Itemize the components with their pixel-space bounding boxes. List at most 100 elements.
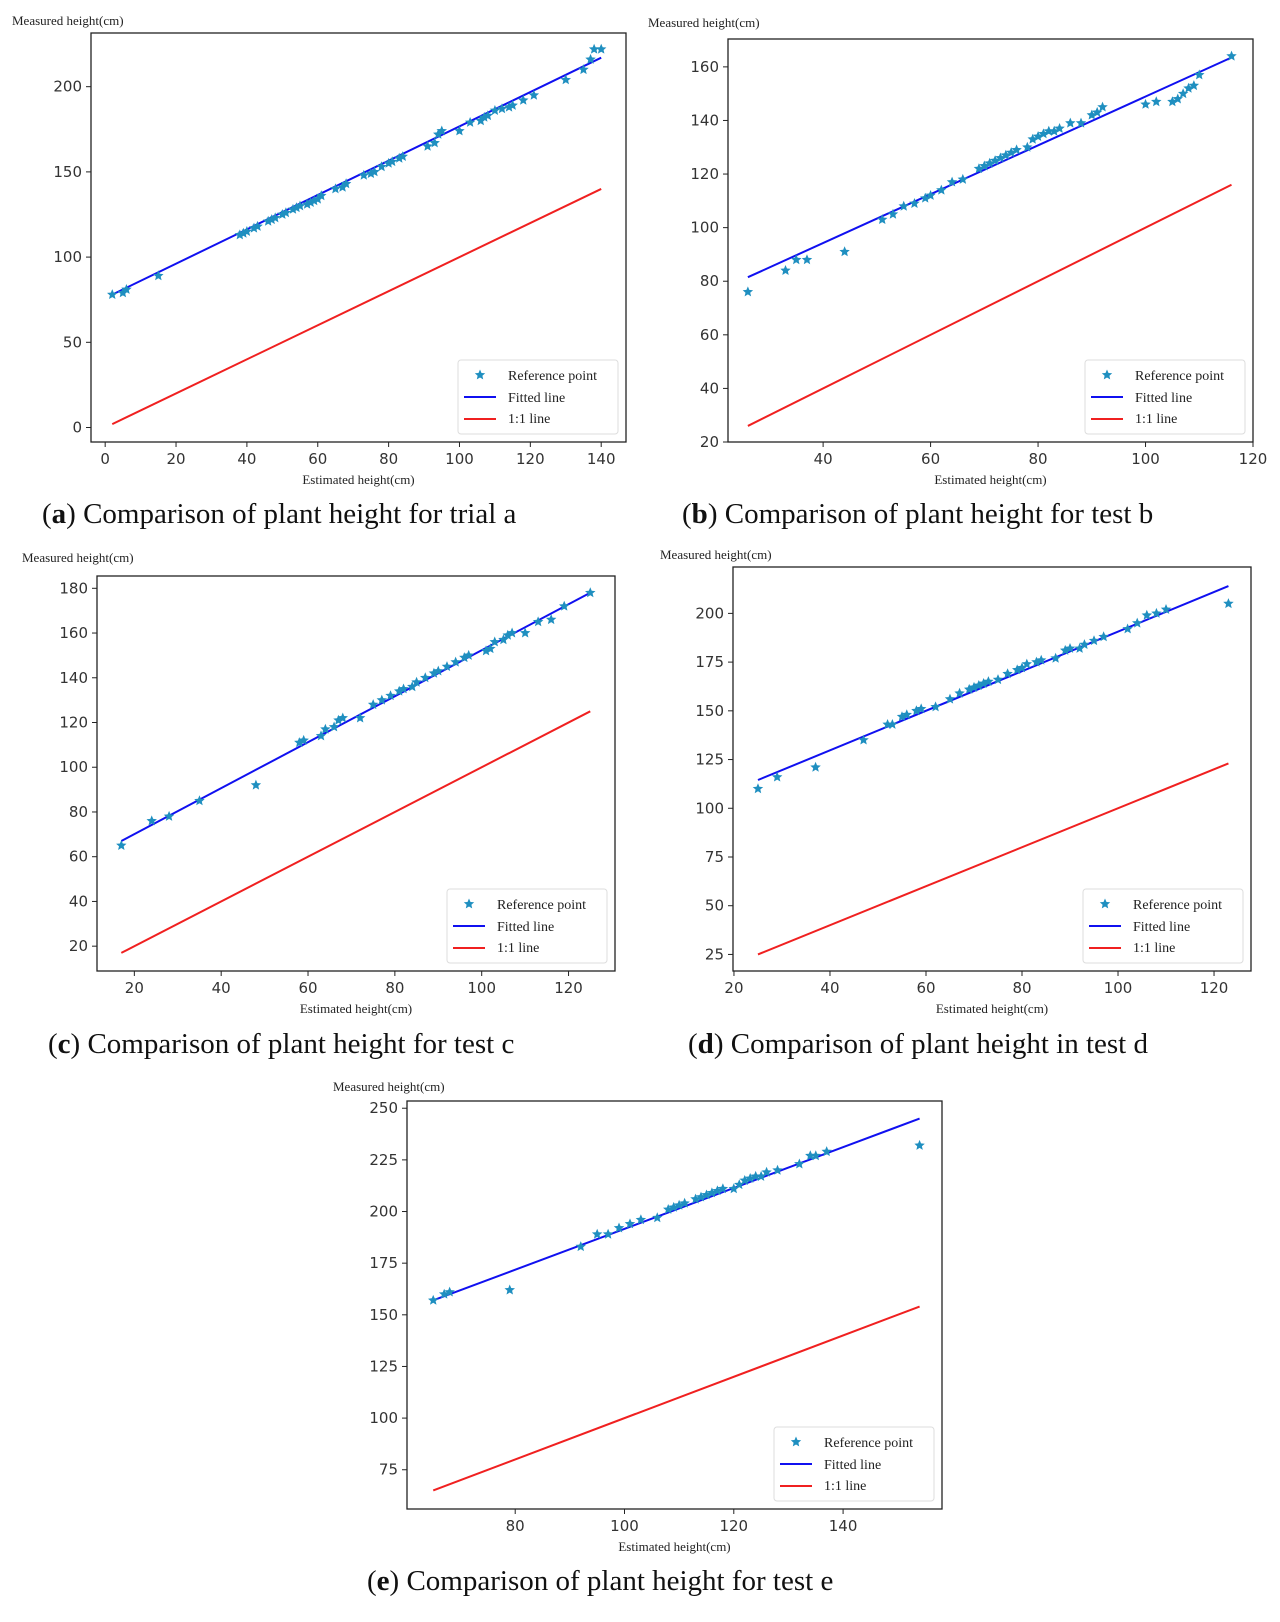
reference-point — [920, 192, 931, 203]
reference-point — [896, 711, 908, 722]
reference-point — [755, 1170, 767, 1181]
reference-point — [436, 125, 447, 136]
chart-d: 20 40 60 80 100 120 25 50 75 100 125 150 175 200 Estim… — [660, 547, 1252, 1016]
plot-frame — [727, 38, 1254, 443]
reference-point — [794, 1158, 805, 1169]
legend-label-points: Reference point — [497, 898, 586, 913]
y-tick-label: 75 — [379, 1461, 398, 1479]
y-tick-label: 120 — [59, 714, 88, 732]
reference-point — [877, 214, 888, 224]
reference-point — [1032, 131, 1044, 141]
reference-point — [454, 125, 465, 136]
reference-point — [1188, 80, 1200, 91]
legend-box — [773, 1426, 935, 1502]
reference-point — [266, 214, 277, 225]
y-tick-label: 80 — [69, 803, 88, 821]
legend-label-fitted: Fitted line — [1133, 920, 1190, 935]
reference-point — [1160, 604, 1172, 614]
reference-point — [1194, 69, 1205, 80]
y-tick-label: 125 — [695, 751, 724, 769]
reference-point — [340, 178, 352, 189]
y-tick-label: 200 — [369, 1203, 398, 1221]
y-tick-label: 140 — [690, 111, 719, 129]
reference-point — [376, 694, 388, 705]
reference-point — [450, 656, 461, 667]
reference-point — [365, 168, 377, 178]
reference-point — [901, 709, 912, 720]
fitted-line — [757, 585, 1229, 781]
legend-box — [457, 359, 619, 435]
reference-point — [1098, 631, 1109, 642]
reference-point — [441, 661, 453, 671]
reference-point — [1226, 50, 1237, 61]
reference-point — [358, 169, 369, 180]
y-tick-label: 160 — [59, 624, 88, 642]
reference-point — [153, 270, 164, 281]
y-tick-label: 120 — [690, 165, 719, 183]
reference-point — [898, 200, 909, 211]
reference-point — [1086, 109, 1097, 120]
reference-point — [528, 89, 540, 100]
reference-point — [146, 815, 157, 826]
x-tick-label: 20 — [724, 979, 743, 997]
reference-point — [163, 810, 175, 821]
y-tick-label: 175 — [695, 653, 724, 671]
x-tick-label: 140 — [829, 1517, 858, 1535]
reference-point — [482, 110, 494, 121]
reference-point — [433, 128, 444, 139]
legend-label-fitted: Fitted line — [1135, 391, 1192, 406]
reference-point — [398, 683, 409, 694]
y-tick-label: 160 — [690, 58, 719, 76]
reference-point — [1122, 623, 1133, 634]
plot-frame — [90, 32, 627, 443]
x-tick-label: 80 — [379, 450, 398, 468]
reference-point — [320, 723, 331, 734]
reference-point — [1011, 144, 1022, 155]
x-tick-label: 100 — [1131, 450, 1160, 468]
reference-point — [337, 181, 348, 192]
x-tick-label: 60 — [921, 450, 940, 468]
reference-point — [354, 712, 366, 723]
reference-point — [602, 1228, 614, 1239]
plot-frame — [406, 1100, 943, 1510]
reference-point — [810, 761, 821, 772]
reference-point — [1140, 98, 1151, 109]
reference-point — [964, 683, 975, 694]
reference-point — [545, 614, 557, 625]
legend-label-oneone: 1:1 line — [1135, 412, 1177, 427]
reference-point — [742, 286, 754, 297]
caption-d: (d) Comparison of plant height in test d — [688, 1028, 1148, 1060]
reference-point — [989, 155, 1001, 166]
y-tick-label: 75 — [705, 848, 724, 866]
y-tick-label: 175 — [369, 1254, 398, 1272]
x-tick-label: 140 — [587, 450, 616, 468]
reference-point — [1132, 617, 1143, 628]
legend-label-oneone: 1:1 line — [497, 941, 539, 956]
legend-label-fitted: Fitted line — [508, 391, 565, 406]
legend-label-oneone: 1:1 line — [1133, 941, 1175, 956]
reference-point — [489, 636, 500, 647]
reference-point — [995, 152, 1006, 163]
reference-point — [480, 645, 492, 656]
reference-point — [241, 226, 253, 236]
y-tick-label: 20 — [700, 433, 719, 451]
reference-point — [1097, 101, 1108, 112]
reference-point — [1074, 643, 1085, 653]
y-tick-label: 60 — [700, 326, 719, 344]
y-tick-label: 60 — [69, 848, 88, 866]
reference-point — [475, 115, 486, 126]
x-tick-label: 80 — [385, 979, 404, 997]
reference-point — [1038, 128, 1049, 139]
reference-point — [459, 652, 470, 663]
reference-point — [1002, 668, 1013, 679]
reference-point — [858, 734, 869, 745]
reference-point — [498, 634, 509, 645]
reference-point — [277, 209, 288, 219]
reference-point — [914, 1139, 925, 1150]
reference-point — [1151, 607, 1162, 618]
y-tick-label: 100 — [369, 1409, 398, 1427]
reference-point — [428, 667, 440, 678]
reference-point — [560, 74, 571, 85]
x-axis-label: Estimated height(cm) — [302, 472, 414, 487]
reference-point — [444, 1286, 455, 1297]
